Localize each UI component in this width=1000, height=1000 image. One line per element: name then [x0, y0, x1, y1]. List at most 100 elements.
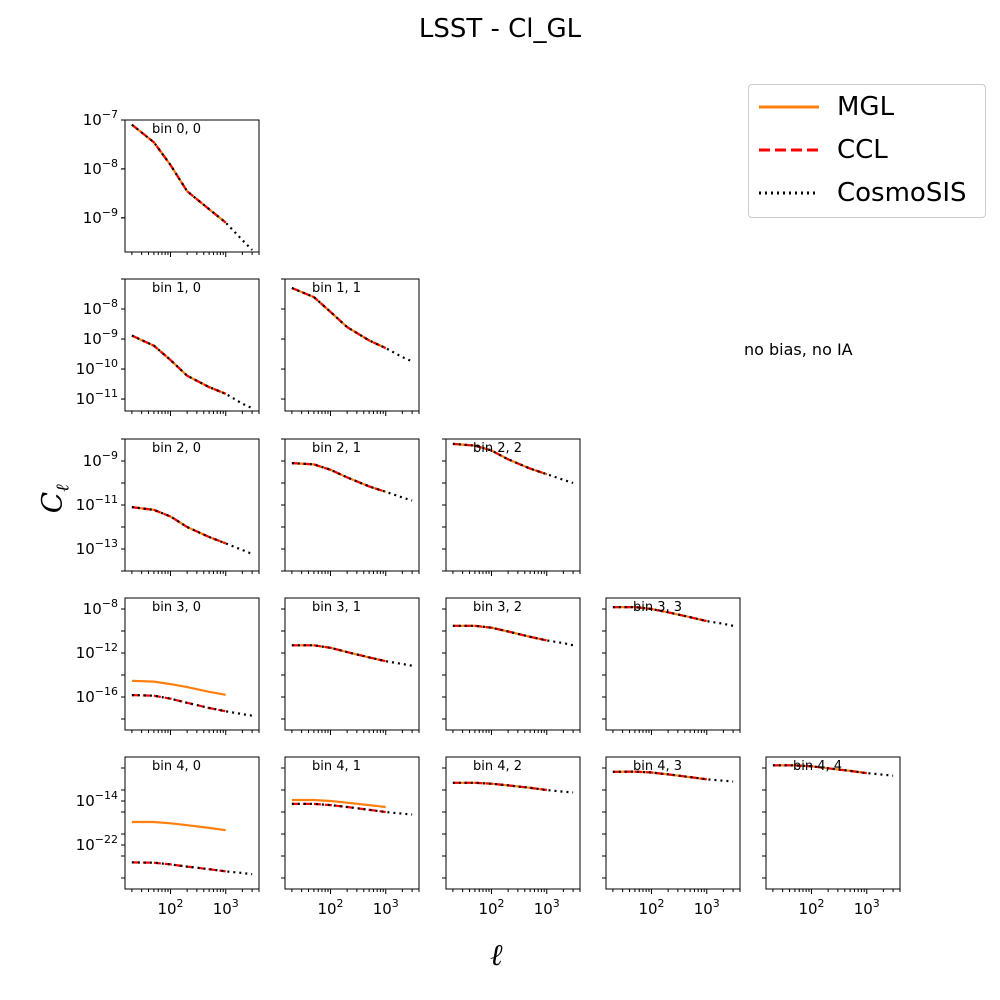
- panel-4-4: 102 103 bin 4, 4: [762, 756, 901, 918]
- panel-4-3-label: bin 4, 3: [633, 759, 682, 774]
- series-line-cosmosis: [291, 802, 413, 816]
- panel-1-0-lines: [131, 334, 253, 410]
- legend-item-cosmosis: CosmoSIS: [759, 173, 967, 213]
- series-line-cosmosis: [452, 624, 574, 647]
- x-tick-label: 103: [854, 897, 880, 918]
- panel-3-1-label: bin 3, 1: [312, 600, 361, 615]
- panel-3-2-lines: [452, 624, 574, 647]
- series-line-cosmosis: [131, 334, 253, 410]
- y-tick-label: 10−10: [76, 357, 118, 378]
- y-tick-label: 10−8: [83, 297, 118, 318]
- series-line-ccl: [131, 861, 226, 873]
- legend-label-mgl: MGL: [837, 92, 895, 122]
- series-line-cosmosis: [291, 286, 413, 363]
- panel-0-0-lines: [131, 123, 253, 251]
- panel-3-1-frame: [284, 597, 420, 731]
- y-tick-label: 10−8: [83, 597, 118, 618]
- panel-3-0-lines: [131, 679, 253, 717]
- series-line-ccl: [291, 644, 386, 663]
- series-line-ccl: [452, 781, 547, 792]
- series-line-ccl: [612, 605, 707, 623]
- series-line-ccl: [452, 624, 547, 642]
- panel-4-1-label: bin 4, 1: [312, 759, 361, 774]
- panel-1-1-frame: [284, 278, 420, 412]
- panel-1-1-lines: [291, 286, 413, 363]
- panel-4-2: 102 103 bin 4, 2: [442, 756, 581, 918]
- panel-0-0: 10−7 10−8 10−9 bin 0, 0: [83, 108, 260, 257]
- y-tick-label: 10−9: [83, 206, 118, 227]
- series-line-cosmosis: [612, 605, 734, 627]
- panel-2-0-label: bin 2, 0: [152, 441, 201, 456]
- x-tick-label: 102: [157, 897, 183, 918]
- panel-2-0: 10−9 10−11 10−13 bin 2, 0: [76, 438, 260, 576]
- x-axis-label: ℓ: [490, 938, 503, 973]
- panel-4-3: 102 103 bin 4, 3: [602, 756, 741, 918]
- panel-2-2-frame: [445, 438, 581, 572]
- y-tick-label: 10−7: [83, 108, 118, 129]
- x-tick-label: 103: [373, 897, 399, 918]
- panel-2-1-label: bin 2, 1: [312, 441, 361, 456]
- series-line-ccl: [291, 802, 386, 814]
- x-tick-label: 102: [478, 897, 504, 918]
- series-line-ccl: [772, 764, 867, 775]
- panel-4-2-lines: [452, 781, 574, 794]
- panel-3-3-lines: [612, 605, 734, 627]
- series-line-cosmosis: [291, 644, 413, 667]
- y-tick-label: 10−11: [76, 493, 118, 514]
- x-tick-label: 102: [317, 897, 343, 918]
- panel-1-1-label: bin 1, 1: [312, 281, 361, 296]
- panel-2-1-lines: [291, 462, 413, 502]
- panel-2-1-frame: [284, 438, 420, 572]
- y-tick-label: 10−14: [76, 789, 118, 810]
- series-line-cosmosis: [452, 781, 574, 794]
- panel-2-2-lines: [452, 442, 574, 485]
- series-line-mgl: [131, 820, 226, 832]
- x-tick-label: 103: [534, 897, 560, 918]
- panel-4-4-lines: [772, 764, 894, 777]
- figure-title: LSST - Cl_GL: [418, 14, 582, 44]
- series-line-ccl: [131, 123, 227, 224]
- series-line-cosmosis: [291, 462, 413, 502]
- panel-1-0-label: bin 1, 0: [152, 281, 201, 296]
- panel-4-3-lines: [612, 770, 734, 783]
- series-line-ccl: [291, 286, 387, 350]
- y-tick-label: 10−9: [83, 449, 118, 470]
- panel-1-0-frame: [124, 278, 260, 412]
- legend: MGL CCL CosmoSIS: [748, 84, 986, 218]
- panel-0-0-frame: [124, 119, 260, 253]
- panel-2-0-lines: [131, 506, 253, 555]
- panel-3-2-frame: [445, 597, 581, 731]
- series-line-mgl: [131, 123, 227, 224]
- panel-3-3-frame: [605, 597, 741, 731]
- panel-4-2-frame: [445, 756, 581, 890]
- panel-4-0-label: bin 4, 0: [152, 759, 201, 774]
- series-line-ccl: [612, 770, 707, 781]
- series-line-cosmosis: [131, 506, 253, 555]
- legend-label-cosmosis: CosmoSIS: [837, 178, 967, 208]
- panel-0-0-label: bin 0, 0: [152, 122, 201, 137]
- legend-swatch-cosmosis: [759, 191, 819, 195]
- legend-swatch-ccl: [759, 148, 819, 152]
- panel-3-0-frame: [124, 597, 260, 731]
- y-tick-label: 10−9: [83, 327, 118, 348]
- panel-1-1: bin 1, 1: [281, 278, 420, 416]
- y-tick-label: 10−8: [83, 157, 118, 178]
- x-tick-label: 103: [694, 897, 720, 918]
- series-line-mgl: [131, 506, 227, 545]
- panel-4-4-label: bin 4, 4: [793, 759, 842, 774]
- series-line-cosmosis: [131, 861, 253, 876]
- panel-4-4-frame: [765, 756, 901, 890]
- series-line-cosmosis: [131, 123, 253, 251]
- panel-2-1: bin 2, 1: [281, 438, 420, 576]
- panel-2-2: bin 2, 2: [442, 438, 581, 576]
- legend-swatch-mgl: [759, 105, 819, 109]
- panel-3-3-label: bin 3, 3: [633, 600, 682, 615]
- series-line-mgl: [131, 679, 226, 696]
- panel-3-1: bin 3, 1: [281, 597, 420, 735]
- annotation: no bias, no IA: [744, 340, 853, 359]
- panel-4-0: 10−14 10−22 102 103 bin 4, 0: [76, 756, 260, 918]
- y-tick-label: 10−22: [76, 833, 118, 854]
- panel-3-0-label: bin 3, 0: [152, 600, 201, 615]
